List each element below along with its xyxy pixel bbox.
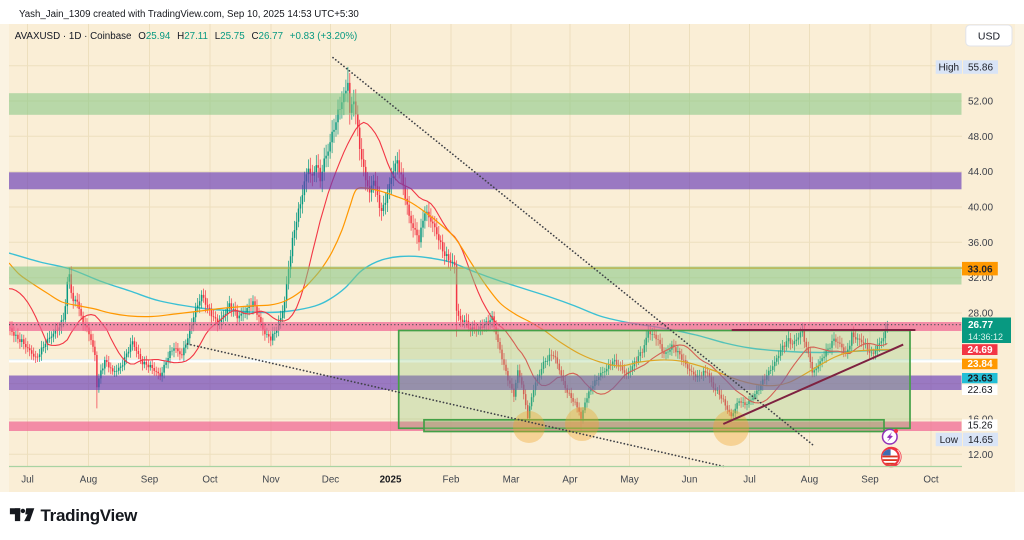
svg-text:Jun: Jun (682, 475, 698, 486)
svg-text:Feb: Feb (443, 475, 460, 486)
svg-text:28.00: 28.00 (968, 309, 993, 320)
svg-text:Mar: Mar (503, 475, 521, 486)
svg-text:55.86: 55.86 (968, 63, 993, 74)
svg-text:33.06: 33.06 (967, 264, 992, 275)
svg-text:22.63: 22.63 (967, 385, 992, 396)
svg-text:44.00: 44.00 (968, 167, 993, 178)
svg-text:Oct: Oct (202, 475, 218, 486)
svg-text:48.00: 48.00 (968, 132, 993, 143)
svg-text:Jul: Jul (21, 475, 34, 486)
svg-text:May: May (620, 475, 639, 486)
svg-text:Yash_Jain_1309 created with Tr: Yash_Jain_1309 created with TradingView.… (19, 9, 359, 20)
svg-text:40.00: 40.00 (968, 203, 993, 214)
svg-text:23.63: 23.63 (967, 373, 992, 384)
svg-text:14:36:12: 14:36:12 (968, 332, 1003, 342)
svg-text:TradingView: TradingView (41, 506, 139, 525)
svg-text:Oct: Oct (923, 475, 939, 486)
svg-text:Dec: Dec (322, 475, 340, 486)
svg-text:2025: 2025 (380, 475, 402, 486)
svg-text:23.84: 23.84 (967, 359, 992, 370)
svg-text:36.00: 36.00 (968, 238, 993, 249)
svg-text:USD: USD (978, 31, 1001, 43)
svg-text:Aug: Aug (80, 475, 97, 486)
svg-text:15.26: 15.26 (967, 420, 992, 431)
svg-text:Sep: Sep (861, 475, 879, 486)
svg-text:Jul: Jul (743, 475, 756, 486)
svg-text:Apr: Apr (562, 475, 578, 486)
svg-text:Aug: Aug (801, 475, 818, 486)
svg-text:High: High (939, 63, 960, 74)
svg-text:Sep: Sep (141, 475, 159, 486)
svg-text:12.00: 12.00 (968, 450, 993, 461)
svg-text:14.65: 14.65 (968, 435, 993, 446)
svg-text:AVAXUSD · 1D · Coinbase O25.94: AVAXUSD · 1D · Coinbase O25.94 H27.11 L2… (15, 31, 358, 42)
svg-text:Low: Low (940, 435, 959, 446)
svg-text:Nov: Nov (262, 475, 280, 486)
svg-text:24.69: 24.69 (967, 345, 992, 356)
svg-text:32.00: 32.00 (968, 273, 993, 284)
svg-text:26.77: 26.77 (968, 320, 993, 331)
svg-text:52.00: 52.00 (968, 97, 993, 108)
